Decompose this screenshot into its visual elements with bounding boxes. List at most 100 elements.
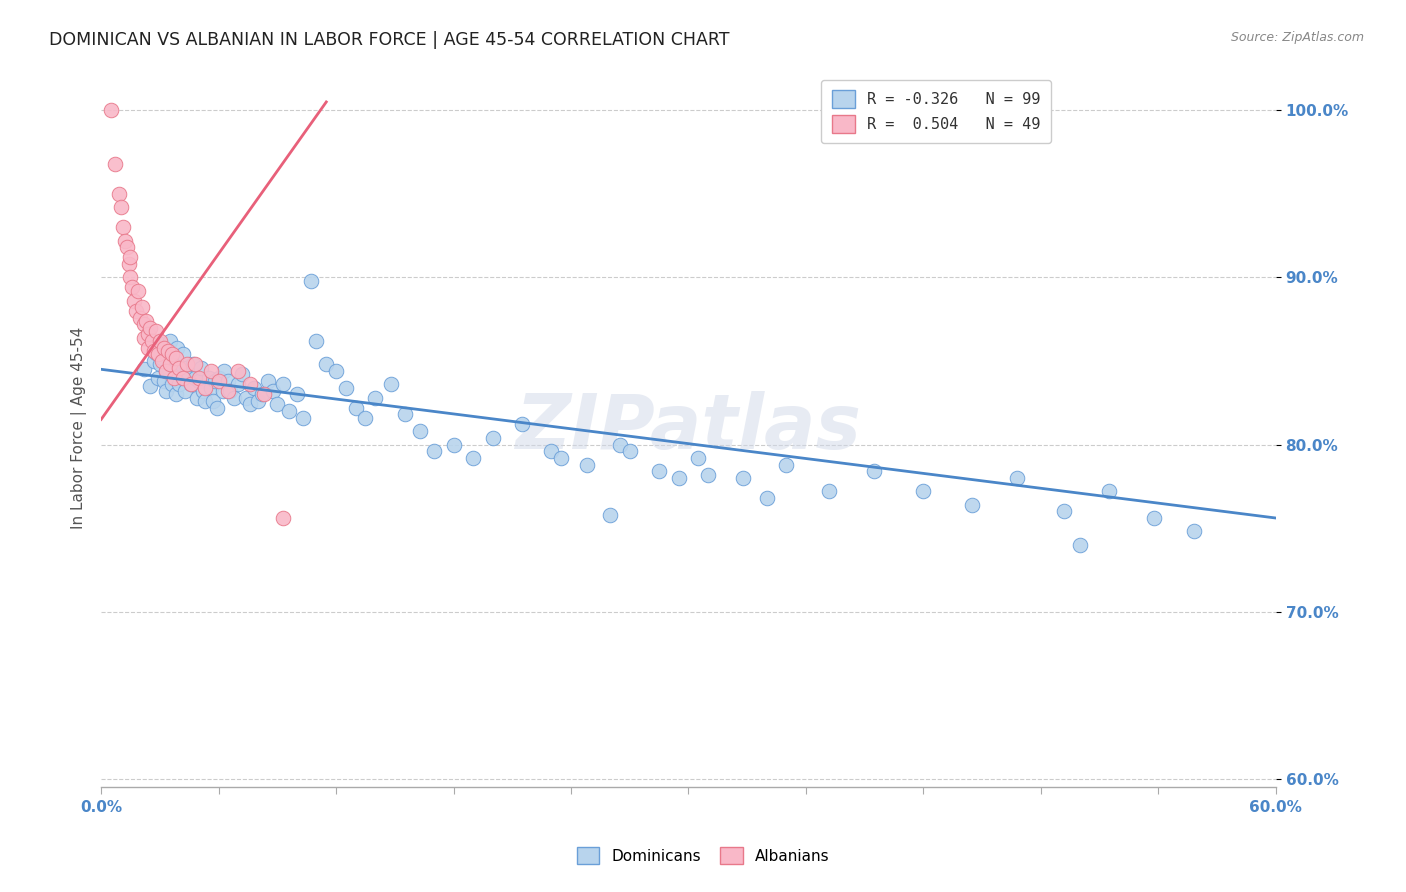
Point — [134, 317, 156, 331]
Point — [609, 437, 631, 451]
Point — [423, 444, 446, 458]
Point — [912, 484, 935, 499]
Point — [775, 458, 797, 472]
Point — [299, 274, 322, 288]
Point — [262, 384, 284, 398]
Point — [648, 464, 671, 478]
Point — [139, 320, 162, 334]
Legend: Dominicans, Albanians: Dominicans, Albanians — [568, 838, 838, 873]
Point — [364, 391, 387, 405]
Point — [235, 391, 257, 405]
Point — [354, 410, 377, 425]
Text: ZIPatlas: ZIPatlas — [516, 391, 862, 465]
Point — [278, 404, 301, 418]
Point — [159, 357, 181, 371]
Point — [271, 377, 294, 392]
Point — [668, 471, 690, 485]
Point — [962, 498, 984, 512]
Point — [1098, 484, 1121, 499]
Point — [200, 364, 222, 378]
Point — [184, 357, 207, 371]
Point — [231, 368, 253, 382]
Point — [188, 370, 211, 384]
Point — [217, 384, 239, 398]
Point — [291, 410, 314, 425]
Point — [246, 394, 269, 409]
Point — [443, 437, 465, 451]
Point — [160, 347, 183, 361]
Point — [285, 387, 308, 401]
Point — [305, 334, 328, 348]
Point — [194, 381, 217, 395]
Point — [162, 370, 184, 384]
Point — [1143, 511, 1166, 525]
Point — [129, 310, 152, 325]
Point — [180, 377, 202, 392]
Point — [145, 324, 167, 338]
Point — [143, 354, 166, 368]
Point — [172, 370, 194, 384]
Point — [181, 357, 204, 371]
Point — [149, 334, 172, 348]
Legend: R = -0.326   N = 99, R =  0.504   N = 49: R = -0.326 N = 99, R = 0.504 N = 49 — [821, 79, 1050, 144]
Point — [325, 364, 347, 378]
Point — [253, 387, 276, 401]
Point — [165, 364, 187, 378]
Point — [155, 384, 177, 398]
Point — [121, 280, 143, 294]
Point — [162, 351, 184, 365]
Point — [145, 345, 167, 359]
Point — [481, 431, 503, 445]
Point — [180, 377, 202, 392]
Point — [111, 220, 134, 235]
Point — [755, 491, 778, 505]
Point — [205, 401, 228, 415]
Point — [152, 374, 174, 388]
Point — [204, 374, 226, 388]
Point — [110, 200, 132, 214]
Point — [136, 341, 159, 355]
Point — [1069, 538, 1091, 552]
Point — [100, 103, 122, 118]
Point — [190, 360, 212, 375]
Point — [139, 379, 162, 393]
Point — [550, 450, 572, 465]
Point — [120, 270, 142, 285]
Point — [143, 343, 166, 358]
Point — [156, 343, 179, 358]
Point — [217, 374, 239, 388]
Point — [172, 370, 194, 384]
Point — [150, 351, 173, 365]
Point — [125, 303, 148, 318]
Point — [394, 408, 416, 422]
Point — [1007, 471, 1029, 485]
Point — [184, 370, 207, 384]
Point — [224, 391, 246, 405]
Point — [510, 417, 533, 432]
Point — [152, 341, 174, 355]
Point — [1182, 524, 1205, 539]
Text: DOMINICAN VS ALBANIAN IN LABOR FORCE | AGE 45-54 CORRELATION CHART: DOMINICAN VS ALBANIAN IN LABOR FORCE | A… — [49, 31, 730, 49]
Point — [149, 357, 172, 371]
Point — [165, 387, 187, 401]
Point — [214, 364, 236, 378]
Point — [179, 368, 201, 382]
Point — [165, 351, 187, 365]
Point — [697, 467, 720, 482]
Point — [107, 186, 129, 201]
Point — [170, 357, 193, 371]
Point — [540, 444, 562, 458]
Point — [201, 394, 224, 409]
Point — [114, 234, 136, 248]
Text: Source: ZipAtlas.com: Source: ZipAtlas.com — [1230, 31, 1364, 45]
Point — [226, 364, 249, 378]
Point — [344, 401, 367, 415]
Point — [141, 334, 163, 348]
Y-axis label: In Labor Force | Age 45-54: In Labor Force | Age 45-54 — [72, 326, 87, 529]
Point — [239, 377, 262, 392]
Point — [124, 293, 146, 308]
Point — [169, 377, 191, 392]
Point — [169, 368, 191, 382]
Point — [156, 343, 179, 358]
Point — [863, 464, 886, 478]
